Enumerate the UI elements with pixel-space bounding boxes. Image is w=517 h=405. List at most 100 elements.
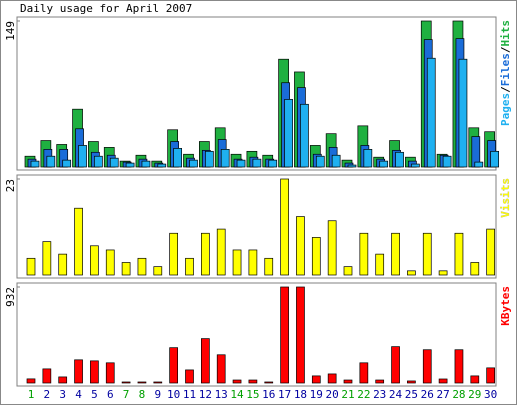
bar (407, 270, 416, 276)
legend: KBytes (499, 286, 512, 326)
bar (220, 149, 230, 168)
bar (78, 145, 87, 168)
bar (296, 216, 305, 276)
x-tick-label: 19 (310, 388, 323, 401)
bar (375, 379, 385, 384)
bar (343, 266, 353, 276)
x-tick-label: 10 (167, 388, 180, 401)
bar (185, 369, 194, 384)
legend-separator: / (499, 46, 512, 53)
legend-entry: Files (499, 53, 512, 86)
bar (205, 150, 214, 168)
bar (121, 381, 131, 384)
legend-entry: Visits (499, 178, 512, 218)
bar (42, 241, 52, 276)
x-tick-label: 25 (405, 388, 418, 401)
y-tick-label: 149 (4, 21, 17, 41)
x-tick-label: 21 (341, 388, 354, 401)
bar (94, 155, 103, 168)
bar (137, 257, 147, 276)
bar (422, 349, 432, 384)
bar (470, 375, 480, 384)
bar (280, 286, 289, 384)
bar (311, 375, 321, 384)
bar (411, 163, 420, 168)
bar (216, 354, 226, 384)
panel (16, 282, 497, 387)
bar (169, 347, 178, 384)
x-tick-label: 2 (44, 388, 51, 401)
bar (296, 286, 305, 384)
x-tick-label: 13 (215, 388, 228, 401)
bar (490, 150, 499, 168)
x-tick-label: 26 (421, 388, 434, 401)
x-tick-label: 7 (123, 388, 130, 401)
bar (90, 245, 99, 276)
bar (391, 232, 400, 276)
x-tick-label: 9 (154, 388, 161, 401)
bar (426, 57, 436, 168)
bar (268, 159, 278, 168)
bar (454, 349, 464, 384)
bar (395, 151, 404, 168)
x-tick-label: 12 (199, 388, 212, 401)
bar (284, 99, 293, 168)
bar (42, 368, 52, 384)
bar (58, 253, 68, 276)
legend: Pages/Files/Hits (499, 20, 512, 126)
bar (438, 270, 448, 276)
bar (458, 58, 468, 168)
bar (121, 262, 131, 276)
x-tick-label: 3 (59, 388, 66, 401)
bar (474, 161, 484, 168)
x-tick-label: 8 (139, 388, 146, 401)
bar (300, 103, 309, 168)
x-tick-label: 20 (326, 388, 339, 401)
bar (379, 160, 389, 168)
bar (343, 379, 353, 384)
y-tick-label: 23 (4, 179, 17, 192)
bar (327, 220, 337, 276)
bar (264, 381, 274, 384)
bar (141, 160, 151, 168)
bar (252, 158, 262, 168)
x-tick-label: 1 (28, 388, 35, 401)
x-tick-label: 15 (246, 388, 259, 401)
bar (74, 359, 83, 384)
x-tick-label: 18 (294, 388, 307, 401)
bar (315, 155, 325, 168)
x-tick-label: 5 (91, 388, 98, 401)
bar (363, 149, 373, 168)
bar (422, 232, 432, 276)
bar (157, 163, 167, 168)
bar (347, 164, 357, 168)
x-tick-label: 27 (436, 388, 449, 401)
legend-separator: / (499, 86, 512, 93)
x-tick-label: 30 (484, 388, 497, 401)
bar (58, 376, 68, 384)
bar (311, 237, 321, 276)
x-tick-label: 29 (468, 388, 481, 401)
bar (216, 228, 226, 276)
bar (125, 162, 135, 168)
bar (375, 253, 385, 276)
bar (189, 159, 198, 168)
bar (173, 148, 182, 168)
bar (486, 367, 495, 384)
bar (201, 338, 210, 384)
bar (90, 360, 99, 384)
bar (26, 378, 36, 384)
x-tick-label: 14 (230, 388, 244, 401)
x-tick-label: 17 (278, 388, 291, 401)
bar (74, 207, 83, 276)
bar (105, 249, 115, 276)
x-tick-label: 28 (452, 388, 465, 401)
bar (248, 249, 258, 276)
bar (470, 262, 480, 276)
bar (109, 157, 119, 168)
bar (201, 232, 210, 276)
bar (26, 257, 36, 276)
bar (442, 155, 452, 168)
bar (185, 257, 194, 276)
